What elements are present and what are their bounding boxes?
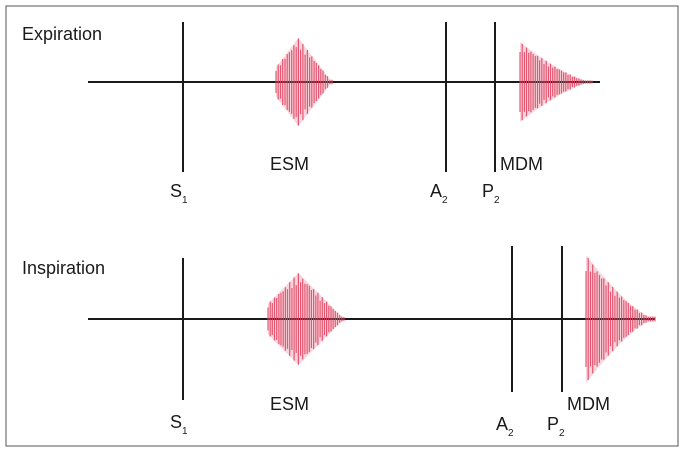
p2-label: P2 <box>547 414 565 439</box>
murmur-envelope <box>586 255 655 383</box>
panel-expiration: Expiration S1 ESM A2 P2 MDM <box>22 22 600 206</box>
a2-label: A2 <box>430 181 448 206</box>
panel-title: Expiration <box>22 24 102 44</box>
mdm-murmur <box>585 255 656 383</box>
a2-label: A2 <box>496 414 514 439</box>
esm-label: ESM <box>270 394 309 414</box>
mdm-label: MDM <box>567 394 610 414</box>
s1-label: S1 <box>170 412 188 437</box>
mdm-label: MDM <box>500 154 543 174</box>
esm-murmur <box>275 38 333 126</box>
panel-inspiration: Inspiration S1 ESM A2 P2 MDM <box>22 246 656 439</box>
s1-label: S1 <box>170 181 188 206</box>
esm-label: ESM <box>270 154 309 174</box>
p2-label: P2 <box>482 181 500 206</box>
mdm-murmur <box>519 42 593 122</box>
esm-murmur <box>267 273 345 365</box>
frame <box>5 5 679 447</box>
panel-title: Inspiration <box>22 258 105 278</box>
